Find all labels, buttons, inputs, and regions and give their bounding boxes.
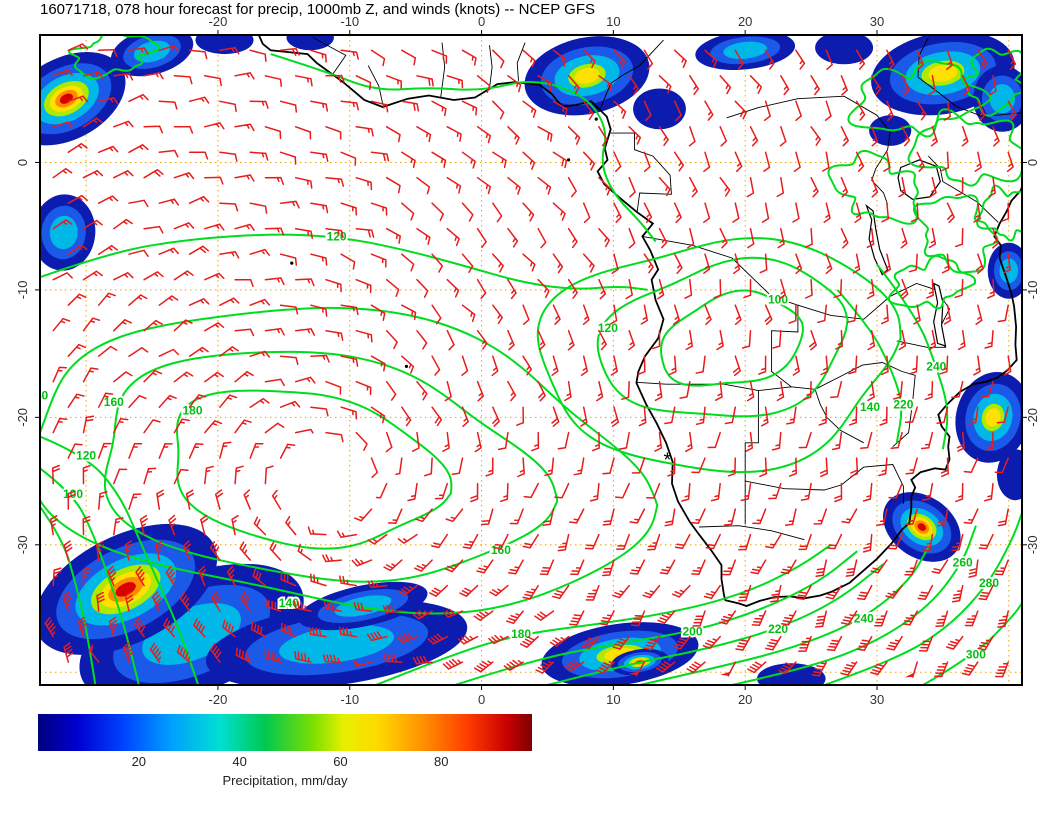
wind-layer [44, 43, 1017, 678]
colorbar-ticks: 20 40 60 80 [38, 751, 532, 769]
contour-label: 120 [598, 321, 618, 335]
country-border [814, 389, 865, 444]
contour-layer: 180 160 160 140 140 120 120 100 180 200 220 240 260 2… [28, 35, 1022, 685]
x-tick-label-top: 10 [606, 14, 620, 29]
country-border [744, 390, 759, 525]
contour-label: 140 [860, 400, 880, 414]
height-contour [976, 184, 1022, 242]
contour-label: 200 [682, 625, 702, 639]
x-tick-label-bottom: 20 [738, 692, 752, 707]
axis-layer: -20 -20 -10 -10 0 0 10 10 20 20 30 30 0 0 -10 -10 -20 -20… [15, 14, 1040, 707]
x-tick-label-bottom: -10 [340, 692, 359, 707]
contour-label: 160 [491, 543, 511, 557]
colorbar-tick-label: 40 [232, 754, 247, 769]
y-tick-label-right: -30 [1025, 535, 1040, 554]
height-contour [547, 563, 885, 685]
contour-label: 120 [76, 449, 96, 463]
y-tick-label-left: -20 [15, 408, 30, 427]
height-contour [912, 194, 999, 274]
height-contour [454, 550, 858, 685]
height-contour [40, 435, 200, 685]
y-tick-label-left: -10 [15, 281, 30, 300]
height-contour [40, 506, 97, 685]
x-tick-label-top: 20 [738, 14, 752, 29]
x-tick-label-top: 30 [870, 14, 884, 29]
country-border [642, 235, 799, 388]
x-tick-label-bottom: 0 [478, 692, 485, 707]
height-contour [68, 35, 161, 80]
country-border [516, 42, 526, 81]
country-border [928, 155, 999, 223]
height-contour [639, 544, 931, 685]
contour-label: 260 [953, 556, 973, 570]
colorbar-tick-label: 80 [434, 754, 449, 769]
height-contour [888, 254, 977, 310]
island-dot [566, 158, 571, 162]
country-border [312, 37, 347, 75]
contour-label: 180 [511, 627, 531, 641]
country-border [489, 45, 493, 89]
country-border [367, 65, 384, 104]
country-border [440, 42, 446, 98]
height-contour [922, 602, 1022, 685]
island-dot [290, 261, 294, 265]
contour-label: 120 [327, 229, 347, 243]
y-tick-label-right: 0 [1025, 159, 1040, 166]
contour-label: 100 [63, 487, 83, 501]
africa-coastline [257, 35, 1022, 607]
colorbar-tick-label: 20 [131, 754, 147, 769]
height-contour [907, 108, 1022, 187]
contour-label: 240 [926, 359, 946, 373]
country-border [699, 525, 805, 541]
precip-layer [40, 35, 1022, 685]
country-border [871, 115, 891, 205]
chart-title: 16071718, 078 hour forecast for precip, … [40, 1, 595, 18]
x-tick-label-bottom: -20 [209, 692, 228, 707]
country-border [610, 132, 672, 213]
island-dot [594, 117, 598, 121]
contour-label: 240 [854, 612, 874, 626]
contour-label: 160 [104, 395, 124, 409]
height-contour [40, 306, 659, 615]
height-contour [660, 289, 804, 387]
colorbar-gradient [38, 714, 532, 751]
map-frame [39, 34, 1023, 686]
colorbar-caption: Precipitation, mm/day [222, 773, 348, 788]
height-contour [731, 525, 977, 685]
contour-label: 220 [893, 398, 913, 412]
height-contour [375, 543, 832, 685]
y-tick-label-right: -20 [1025, 408, 1040, 427]
height-contour [176, 389, 453, 550]
height-contour [40, 233, 648, 291]
height-contour [836, 289, 903, 443]
station-asterisk: * [664, 450, 672, 472]
contour-label: 180 [182, 404, 202, 418]
height-contour [40, 467, 140, 685]
x-tick-label-bottom: 10 [606, 692, 620, 707]
y-tick-label-left: -30 [15, 535, 30, 554]
island-dot [404, 364, 409, 368]
x-tick-label-top: -10 [340, 14, 359, 29]
contour-label: 140 [28, 389, 48, 403]
colorbar-tick-label: 60 [333, 754, 348, 769]
height-contour [596, 256, 849, 418]
country-border [636, 381, 816, 392]
x-tick-label-top: 0 [478, 14, 485, 29]
x-tick-label-bottom: 30 [870, 692, 884, 707]
x-tick-label-top: -20 [209, 14, 228, 29]
height-contour [103, 350, 559, 583]
contour-label: 280 [979, 576, 999, 590]
country-border [726, 95, 878, 119]
height-contour [823, 512, 1022, 685]
y-tick-label-right: -10 [1025, 281, 1040, 300]
y-tick-label-left: 0 [15, 159, 30, 166]
height-contour [270, 53, 657, 243]
height-contour [536, 237, 902, 474]
lake-outline [932, 282, 947, 347]
colorbar: 20 40 60 80 Precipitation, mm/day [38, 714, 532, 808]
